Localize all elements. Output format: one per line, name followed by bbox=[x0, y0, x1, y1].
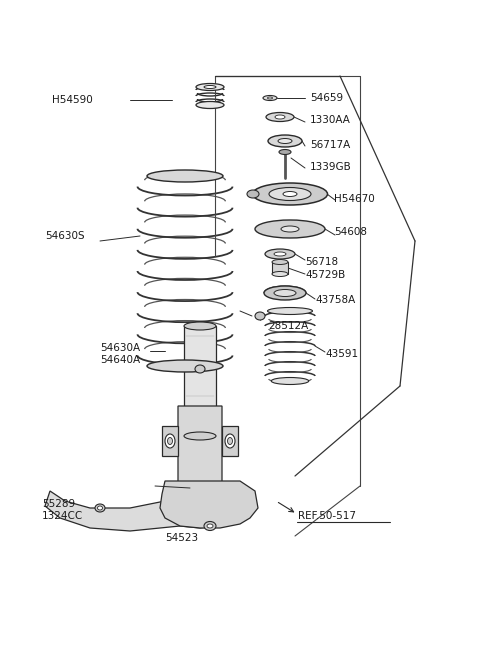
Ellipse shape bbox=[283, 192, 297, 197]
Text: 1330AA: 1330AA bbox=[310, 115, 351, 125]
Ellipse shape bbox=[272, 272, 288, 276]
Ellipse shape bbox=[204, 85, 216, 89]
Text: 54608: 54608 bbox=[334, 227, 367, 237]
Ellipse shape bbox=[279, 150, 291, 155]
Ellipse shape bbox=[196, 102, 224, 108]
Text: 1324CC: 1324CC bbox=[42, 511, 83, 521]
Text: 54630A: 54630A bbox=[100, 343, 140, 353]
Ellipse shape bbox=[184, 432, 216, 440]
Ellipse shape bbox=[278, 138, 292, 144]
Ellipse shape bbox=[95, 504, 105, 512]
Polygon shape bbox=[160, 481, 258, 528]
Text: H54670: H54670 bbox=[334, 194, 375, 204]
Text: 56718: 56718 bbox=[305, 257, 338, 267]
Text: 54630S: 54630S bbox=[45, 231, 84, 241]
Ellipse shape bbox=[97, 506, 103, 510]
Ellipse shape bbox=[247, 190, 259, 198]
Ellipse shape bbox=[263, 96, 277, 100]
Polygon shape bbox=[222, 426, 238, 456]
Ellipse shape bbox=[165, 434, 175, 448]
Text: 54659: 54659 bbox=[310, 93, 343, 103]
Text: 55289: 55289 bbox=[42, 499, 75, 509]
Polygon shape bbox=[162, 426, 178, 456]
Ellipse shape bbox=[168, 438, 172, 445]
Ellipse shape bbox=[207, 524, 213, 528]
Ellipse shape bbox=[266, 112, 294, 121]
Ellipse shape bbox=[147, 170, 223, 182]
Ellipse shape bbox=[268, 135, 302, 147]
Text: 56717A: 56717A bbox=[310, 140, 350, 150]
Ellipse shape bbox=[265, 249, 295, 259]
Ellipse shape bbox=[281, 226, 299, 232]
Ellipse shape bbox=[225, 434, 235, 448]
Text: H54590: H54590 bbox=[52, 95, 93, 105]
Ellipse shape bbox=[184, 322, 216, 330]
Text: 1339GB: 1339GB bbox=[310, 162, 352, 172]
Ellipse shape bbox=[195, 365, 205, 373]
Ellipse shape bbox=[255, 220, 325, 238]
Text: REF.50-517: REF.50-517 bbox=[298, 511, 356, 521]
Ellipse shape bbox=[147, 360, 223, 372]
Text: 43758A: 43758A bbox=[315, 295, 355, 305]
Ellipse shape bbox=[267, 97, 273, 99]
Text: 54640A: 54640A bbox=[100, 355, 140, 365]
Ellipse shape bbox=[252, 183, 327, 205]
Ellipse shape bbox=[271, 377, 309, 384]
Ellipse shape bbox=[204, 522, 216, 531]
Ellipse shape bbox=[275, 115, 285, 119]
Text: 43591: 43591 bbox=[325, 349, 358, 359]
Polygon shape bbox=[170, 406, 230, 506]
Ellipse shape bbox=[274, 252, 286, 256]
Text: 28512A: 28512A bbox=[268, 321, 308, 331]
Text: 45729B: 45729B bbox=[305, 270, 345, 280]
Bar bbox=[184, 326, 216, 436]
Text: 54523: 54523 bbox=[165, 533, 198, 543]
Bar bbox=[272, 262, 288, 274]
Ellipse shape bbox=[272, 260, 288, 264]
Ellipse shape bbox=[267, 308, 312, 314]
Ellipse shape bbox=[228, 438, 232, 445]
Ellipse shape bbox=[269, 188, 311, 201]
Ellipse shape bbox=[255, 312, 265, 320]
Ellipse shape bbox=[196, 83, 224, 91]
Ellipse shape bbox=[264, 286, 306, 300]
Ellipse shape bbox=[274, 289, 296, 297]
Polygon shape bbox=[45, 491, 220, 531]
